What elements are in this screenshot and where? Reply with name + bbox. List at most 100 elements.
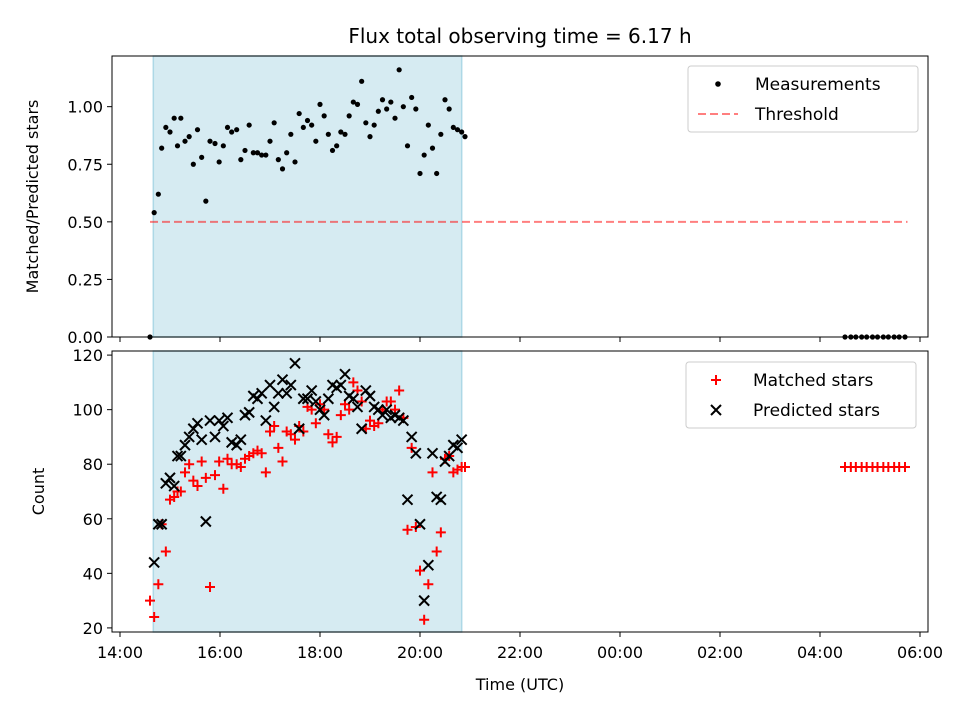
x-tick-label: 18:00 [297, 643, 343, 662]
observing-window-band [152, 55, 463, 338]
matched-star-point [218, 483, 229, 494]
measurement-point [296, 110, 302, 117]
measurement-point [329, 147, 336, 154]
measurement-point [346, 113, 352, 119]
x-tick-label: 14:00 [97, 643, 143, 662]
y-tick-label: 120 [72, 346, 103, 365]
matched-star-point [335, 410, 346, 421]
measurement-point [151, 210, 157, 216]
measurement-point [304, 117, 311, 124]
predicted-star-point [204, 414, 216, 427]
measurement-point [379, 97, 386, 103]
predicted-star-point [260, 414, 272, 427]
measurement-point [300, 124, 306, 131]
axes-frame [111, 350, 929, 633]
measurement-point [207, 138, 213, 144]
legend-box [685, 361, 917, 429]
matched-star-point [184, 459, 195, 470]
predicted-star-point [426, 447, 439, 460]
measurement-point [194, 127, 201, 133]
legend-label: Threshold [754, 105, 839, 125]
measurement-point [375, 108, 381, 114]
measurement-point [163, 124, 169, 131]
measurement-point [371, 122, 377, 128]
predicted-star-point [301, 393, 314, 405]
predicted-star-point [405, 431, 418, 443]
y-tick-label: 0.00 [67, 328, 103, 347]
measurement-point [325, 131, 331, 137]
y-tick-label: 100 [72, 401, 103, 420]
predicted-star-point [289, 357, 301, 369]
x-tick-label: 00:00 [597, 643, 643, 662]
star-count-panel: 20 40 60 80 100 120 14:00 16:00 18:00 20:00 22:00 0… [29, 346, 943, 662]
measurement-point [199, 154, 205, 160]
predicted-star-point [217, 420, 230, 432]
measurement-point [396, 67, 402, 73]
predicted-star-point [355, 423, 368, 435]
measurement-point [279, 166, 286, 172]
measurement-point [359, 78, 365, 84]
measurement-point [313, 138, 319, 144]
measurement-point [292, 159, 298, 165]
measurement-point [317, 101, 323, 107]
legend-matched-swatch [711, 375, 721, 385]
measurement-point [417, 170, 423, 177]
x-tick-label: 04:00 [797, 643, 843, 662]
matched-star-point [331, 431, 342, 442]
matched-star-point [260, 467, 271, 478]
predicted-star-point [268, 401, 280, 413]
measurement-point [186, 134, 192, 140]
matched-star-point [410, 521, 421, 532]
matched-star-point [222, 453, 233, 464]
predicted-star-point [414, 518, 426, 530]
measurement-point [404, 143, 411, 149]
predicted-star-point [191, 417, 204, 430]
matched-star-point [256, 448, 267, 459]
measurement-point [409, 94, 415, 101]
measurement-point [342, 131, 348, 137]
matched-star-point [200, 472, 211, 483]
predicted-star-point [322, 393, 335, 405]
predicted-star-point [276, 373, 289, 386]
measurement-point [367, 134, 373, 140]
matched-star-point [160, 546, 171, 557]
predicted-star-point [235, 433, 247, 446]
x-axis-label: Time (UTC) [475, 675, 564, 694]
legend-label: Measurements [755, 75, 881, 95]
predicted-star-point [195, 433, 208, 446]
predicted-star-point [435, 493, 447, 506]
matched-star-point [344, 404, 355, 415]
measurement-point [203, 198, 209, 204]
measurement-point [234, 127, 240, 133]
measurement-point [267, 138, 273, 144]
predicted-star-point [418, 594, 430, 607]
measurement-point [442, 97, 448, 103]
matched-star-point [900, 461, 910, 472]
measurement-point [321, 113, 327, 119]
predicted-star-point [272, 387, 285, 399]
measurement-point [309, 122, 315, 128]
measurement-point [250, 150, 256, 156]
matched-star-point [180, 467, 190, 478]
measurement-point [263, 152, 269, 158]
predicted-star-point [171, 450, 184, 462]
matched-star-point [435, 527, 446, 538]
predicted-star-point [401, 493, 414, 506]
measurement-point [354, 101, 361, 107]
measurement-point [284, 150, 290, 156]
x-tick-label: 16:00 [197, 643, 243, 662]
measurement-point [242, 147, 248, 154]
measurement-point [434, 170, 440, 177]
matched-star-point [419, 614, 430, 625]
predicted-star-point [243, 406, 255, 419]
matched-star-point [269, 421, 280, 432]
predicted-star-point [175, 450, 187, 462]
predicted-star-point [179, 439, 191, 451]
measurement-point [271, 120, 277, 126]
y-tick-label: 0.75 [67, 155, 103, 174]
matched-star-point [402, 524, 413, 535]
matched-star-point [415, 565, 425, 576]
predicted-star-point [209, 431, 221, 443]
predicted-star-point [410, 447, 422, 460]
